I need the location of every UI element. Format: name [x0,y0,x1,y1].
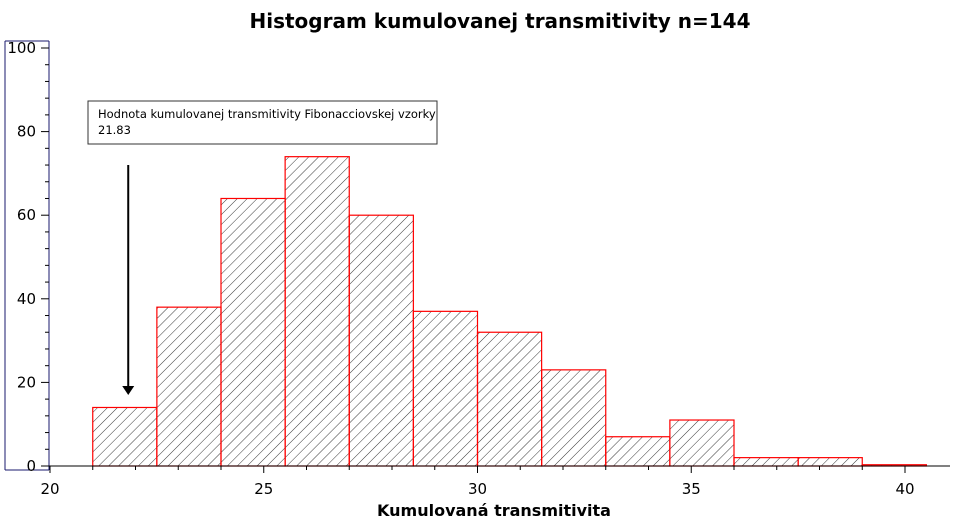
y-tick-label: 0 [26,457,36,475]
histogram-bar [669,419,735,467]
x-tick-label: 30 [468,480,487,498]
annotation-value: 21.83 [98,123,131,137]
y-tick-label: 40 [17,290,36,308]
y-tick-label: 20 [17,373,36,391]
histogram-bar [348,214,414,467]
annotation-box [87,100,438,145]
y-tick-label: 100 [7,39,36,57]
x-tick-label: 40 [895,480,914,498]
bars-group [92,156,927,467]
histogram-bar [476,331,543,467]
x-ticks: 20 25 30 35 40 [40,466,915,498]
histogram-bar [733,457,799,467]
histogram-bar [605,436,671,467]
x-tick-label: 35 [682,480,701,498]
histogram-bar [797,457,863,467]
y-tick-label: 60 [17,206,36,224]
annotation-arrow-head [122,385,135,395]
histogram-bar [541,369,607,467]
x-axis-label: Kumulovaná transmitivita [377,501,611,520]
x-tick-label: 25 [254,480,273,498]
y-tick-label: 80 [17,123,36,141]
histogram-bar [92,406,158,467]
chart-title: Histogram kumulovanej transmitivity n=14… [249,9,750,33]
y-ticks: 0 20 40 60 80 100 [5,39,49,475]
histogram-bar [156,306,222,467]
histogram-bar [412,310,479,467]
x-tick-label: 20 [40,480,59,498]
annotation-text: Hodnota kumulovanej transmitivity Fibona… [98,107,436,121]
histogram-bar [220,197,286,467]
histogram-bar [284,156,350,467]
